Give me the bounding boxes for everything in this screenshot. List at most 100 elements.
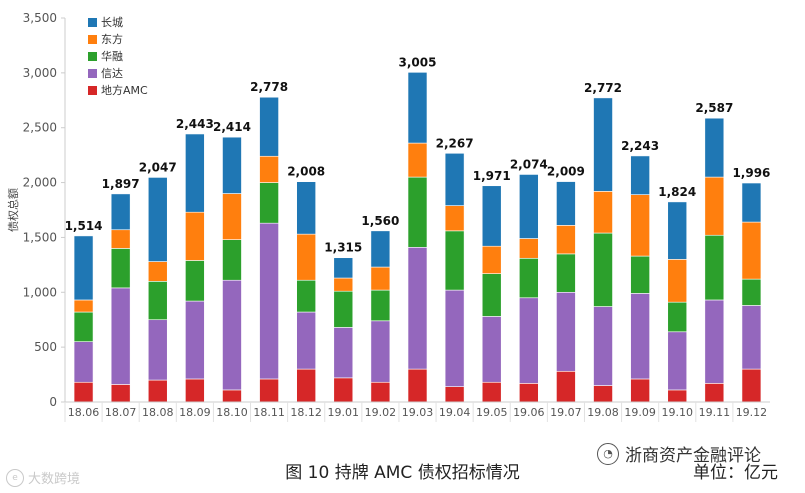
watermark-text: 大数跨境 [28,472,81,487]
bar-segment [296,368,316,403]
unit-label: 单位：亿元 [693,463,778,483]
bar-segment [519,297,539,384]
bar-segment [370,320,391,383]
bar-segment [741,305,762,370]
bar-segment [370,381,391,403]
legend-swatch [88,69,97,78]
bar-segment [370,289,391,322]
bar-segment [73,299,94,313]
bar-segment [556,291,576,372]
bars [73,72,762,403]
bar-segment [110,287,131,385]
legend-swatch [88,52,97,61]
bar-segment [73,311,94,342]
bar-segment [556,225,576,255]
bar-segment [147,319,168,381]
y-tick-label: 1,500 [23,230,57,244]
legend-label: 东方 [101,32,123,46]
bar-segment [222,279,242,391]
x-tick-label: 18.11 [253,406,285,419]
bar-segment [407,247,428,370]
x-tick-label: 18.08 [142,406,174,419]
total-label: 2,009 [547,165,585,179]
x-tick-label: 18.06 [68,406,100,419]
x-tick-label: 19.07 [550,406,582,419]
x-axis: 18.06 18.07 18.08 18.09 18.10 18.11 18.12 19.01… [64,401,770,422]
legend-swatch [88,18,97,27]
total-labels: 1,514 1,897 2,047 2,443 2,414 2,778 2,008 1,315… [65,55,771,254]
bar-segment [519,257,539,299]
bar-segment [147,177,168,262]
bar-segment [704,383,725,403]
bar-segment [667,389,688,403]
bar-segment [593,232,613,307]
bar-segment [185,260,205,302]
bar-segment [593,306,613,386]
x-tick-label: 19.10 [661,406,693,419]
bar-segment [259,182,279,224]
x-tick-label: 19.05 [476,406,508,419]
bar-segment [481,185,502,247]
bar-segment [259,378,279,403]
bar-segment [296,279,316,313]
bar-segment [444,205,465,232]
total-label: 1,560 [361,214,399,228]
bar-segment [407,368,428,403]
bar-segment [630,293,650,380]
bar-segment [741,182,762,223]
bar-segment [481,381,502,403]
bar-segment [704,176,725,236]
bar-segment [296,233,316,281]
legend-swatch [88,35,97,44]
total-label: 2,443 [176,117,214,131]
total-label: 1,897 [102,177,140,191]
x-tick-label: 19.02 [365,406,397,419]
bar-segment [704,299,725,384]
y-tick-label: 3,500 [23,11,57,25]
legend-swatch [88,86,97,95]
total-label: 2,772 [584,81,622,95]
x-tick-label: 18.10 [216,406,248,419]
x-tick-label: 18.07 [105,406,137,419]
total-label: 2,414 [213,120,251,134]
y-axis-label: 债权总额 [6,188,20,232]
bar-segment [667,301,688,333]
total-label: 2,074 [510,157,548,171]
y-tick-label: 500 [34,340,57,354]
bar-segment [481,273,502,317]
bar-segment [667,331,688,391]
bar-segment [556,181,576,226]
bar-segment [556,370,576,403]
y-tick-label: 2,000 [23,176,57,190]
bar-segment [704,117,725,178]
bar-segment [296,311,316,370]
total-label: 2,587 [695,101,733,115]
x-tick-label: 18.12 [290,406,322,419]
total-label: 1,514 [65,219,103,233]
bar-segment [519,174,539,239]
bar-segment [481,316,502,383]
bar-segment [333,257,354,279]
bar-segment [259,222,279,380]
total-label: 1,824 [658,185,696,199]
bar-segment [667,259,688,303]
total-label: 2,243 [621,139,659,153]
bar-segment [185,300,205,380]
bar-segment [222,239,242,281]
bar-segment [73,235,94,301]
bar-segment [185,133,205,213]
bar-segment [407,142,428,178]
bar-segment [333,290,354,328]
legend-label: 地方AMC [101,83,148,97]
y-tick-label: 0 [49,395,57,409]
bar-segment [630,155,650,195]
watermark: e 大数跨境 [6,468,80,487]
bar-segment [222,136,242,194]
bar-segment [147,261,168,282]
wechat-icon: ◔ [597,442,619,465]
x-tick-label: 19.09 [624,406,656,419]
bar-segment [222,193,242,240]
legend-label: 华融 [101,49,123,63]
